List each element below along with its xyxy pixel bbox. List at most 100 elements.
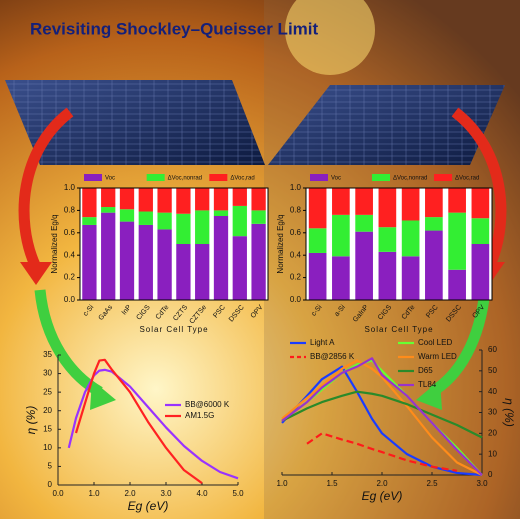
series-line bbox=[281, 390, 483, 439]
x-tick-label: 1.5 bbox=[326, 479, 338, 488]
bar-segment bbox=[232, 236, 247, 300]
x-axis-label: Solar Cell Type bbox=[364, 325, 433, 334]
right-panel bbox=[268, 85, 505, 165]
bar-segment bbox=[119, 209, 135, 222]
legend-swatch bbox=[372, 174, 390, 181]
bar-segment bbox=[82, 224, 97, 300]
x-tick-label: 1.0 bbox=[88, 489, 100, 498]
y-tick-label: 60 bbox=[488, 345, 497, 354]
legend-label: Light A bbox=[310, 338, 335, 347]
y-tick-label: 30 bbox=[488, 408, 497, 417]
legend-swatch bbox=[310, 174, 328, 181]
y-tick-label: 0.0 bbox=[290, 295, 302, 304]
y-tick-label: 35 bbox=[43, 350, 52, 359]
bar-segment bbox=[401, 220, 420, 257]
bar-segment bbox=[332, 214, 350, 257]
y-tick-label: 25 bbox=[43, 387, 52, 396]
y-axis-label: Normalized Eg/q bbox=[276, 214, 285, 273]
x-axis-label: Eg (eV) bbox=[128, 499, 169, 513]
legend-label: ΔVoc,rad bbox=[455, 176, 479, 182]
x-tick-label: 3.0 bbox=[160, 489, 172, 498]
x-tick-label: 0.0 bbox=[52, 489, 64, 498]
bar-segment bbox=[232, 188, 247, 206]
legend-label: D65 bbox=[418, 366, 433, 375]
y-tick-label: 20 bbox=[43, 406, 52, 415]
bar-segment bbox=[332, 256, 350, 300]
bar-segment bbox=[213, 210, 229, 216]
series-line bbox=[281, 359, 483, 476]
legend-label: ΔVoc,nonrad bbox=[168, 176, 202, 182]
x-tick-label: 1.0 bbox=[276, 479, 288, 488]
bar-segment bbox=[195, 244, 210, 300]
bar-segment bbox=[308, 252, 327, 300]
bar-segment bbox=[355, 214, 373, 232]
series-line bbox=[281, 357, 483, 476]
lamp bbox=[285, 0, 375, 75]
bar-segment bbox=[355, 188, 373, 215]
bar-segment bbox=[82, 217, 97, 225]
bar-segment bbox=[332, 188, 350, 215]
x-tick-label: 2.0 bbox=[124, 489, 136, 498]
x-axis-label: Eg (eV) bbox=[362, 489, 403, 503]
y-tick-label: 15 bbox=[43, 424, 52, 433]
legend-swatch bbox=[84, 174, 102, 181]
bar-segment bbox=[378, 251, 397, 300]
bar-segment bbox=[378, 188, 397, 228]
legend-swatch bbox=[434, 174, 452, 181]
y-tick-label: 50 bbox=[488, 366, 497, 375]
legend-swatch bbox=[209, 174, 228, 181]
bar-segment bbox=[471, 244, 490, 300]
left-panel bbox=[5, 80, 265, 165]
legend-label: Voc bbox=[331, 176, 341, 182]
bar-segment bbox=[101, 212, 116, 300]
series-line bbox=[74, 358, 203, 485]
bar-segment bbox=[195, 210, 210, 244]
y-axis-label: η (%) bbox=[502, 398, 516, 427]
bar-segment bbox=[425, 217, 443, 231]
bar-segment bbox=[176, 188, 191, 214]
x-tick-label: 3.0 bbox=[476, 479, 488, 488]
bar-segment bbox=[195, 188, 210, 211]
bar-segment bbox=[448, 212, 466, 270]
bar-segment bbox=[308, 188, 327, 229]
legend-label: AM1.5G bbox=[185, 411, 214, 420]
bar-segment bbox=[448, 188, 466, 213]
bar-segment bbox=[138, 188, 153, 212]
bar-segment bbox=[138, 224, 153, 300]
y-tick-label: 0.6 bbox=[290, 228, 302, 237]
y-tick-label: 0.4 bbox=[290, 250, 302, 259]
plot-frame bbox=[305, 187, 493, 301]
legend-swatch bbox=[146, 174, 165, 181]
y-tick-label: 0.0 bbox=[64, 295, 76, 304]
y-tick-label: 0.2 bbox=[290, 273, 302, 282]
bar-segment bbox=[157, 188, 172, 213]
bar-segment bbox=[138, 211, 153, 225]
legend-label: Voc bbox=[105, 176, 115, 182]
bar-segment bbox=[101, 207, 116, 213]
y-tick-label: 10 bbox=[43, 443, 52, 452]
bar-segment bbox=[471, 218, 490, 244]
bar-segment bbox=[251, 210, 266, 224]
bar-segment bbox=[471, 188, 490, 219]
bar-segment bbox=[157, 212, 172, 230]
bar-segment bbox=[157, 229, 172, 300]
legend-label: TL84 bbox=[418, 380, 437, 389]
bar-segment bbox=[213, 216, 229, 300]
y-tick-label: 10 bbox=[488, 449, 497, 458]
legend-label: ΔVoc,nonrad bbox=[393, 176, 427, 182]
y-tick-label: 1.0 bbox=[290, 183, 302, 192]
y-tick-label: 0.6 bbox=[64, 228, 76, 237]
x-tick-label: 4.0 bbox=[196, 489, 208, 498]
legend-label: BB@2856 K bbox=[310, 352, 355, 361]
legend-label: Warm LED bbox=[418, 352, 457, 361]
bar-segment bbox=[251, 223, 266, 300]
x-axis-label: Solar Cell Type bbox=[139, 325, 208, 334]
bar-segment bbox=[213, 188, 229, 211]
bar-segment bbox=[82, 188, 97, 218]
y-tick-label: 0.4 bbox=[64, 250, 76, 259]
legend-label: Cool LED bbox=[418, 338, 452, 347]
bar-segment bbox=[308, 228, 327, 253]
y-tick-label: 30 bbox=[43, 369, 52, 378]
bar-segment bbox=[401, 188, 420, 221]
bar-segment bbox=[425, 188, 443, 218]
